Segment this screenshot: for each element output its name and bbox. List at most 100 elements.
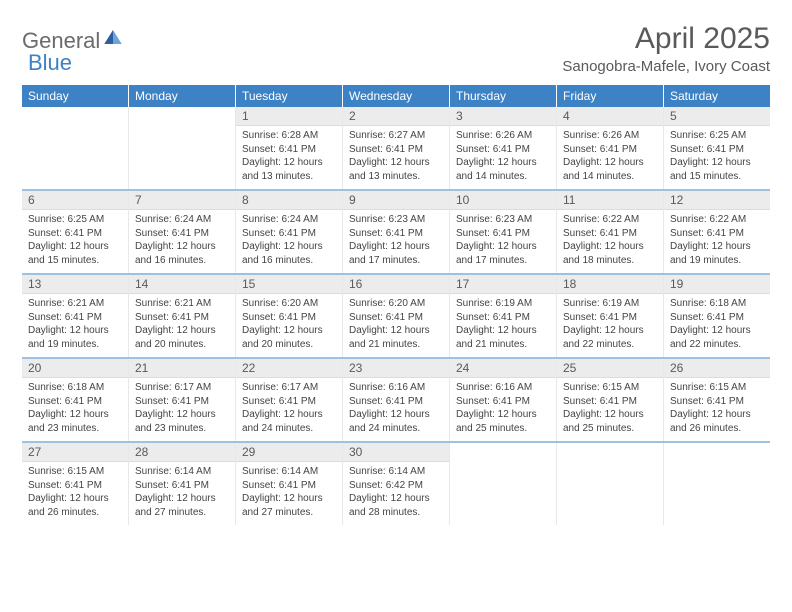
daylight-line: Daylight: 12 hours and 15 minutes. — [28, 240, 122, 267]
sunrise-line: Sunrise: 6:15 AM — [670, 381, 764, 395]
daylight-line: Daylight: 12 hours and 27 minutes. — [242, 492, 336, 519]
day-number: 29 — [236, 443, 342, 462]
calendar-day-cell: 25Sunrise: 6:15 AMSunset: 6:41 PMDayligh… — [557, 359, 664, 441]
day-number: 22 — [236, 359, 342, 378]
calendar-day-cell: 20Sunrise: 6:18 AMSunset: 6:41 PMDayligh… — [22, 359, 129, 441]
day-number: 26 — [664, 359, 770, 378]
sunrise-line: Sunrise: 6:17 AM — [242, 381, 336, 395]
daylight-line: Daylight: 12 hours and 19 minutes. — [670, 240, 764, 267]
sunrise-line: Sunrise: 6:26 AM — [456, 129, 550, 143]
daylight-line: Daylight: 12 hours and 22 minutes. — [670, 324, 764, 351]
sunrise-line: Sunrise: 6:27 AM — [349, 129, 443, 143]
calendar-day-cell: 10Sunrise: 6:23 AMSunset: 6:41 PMDayligh… — [450, 191, 557, 273]
sunset-line: Sunset: 6:41 PM — [135, 479, 229, 493]
daylight-line: Daylight: 12 hours and 17 minutes. — [456, 240, 550, 267]
calendar-day-cell — [22, 107, 129, 189]
calendar-day-cell — [557, 443, 664, 525]
calendar-day-cell: 5Sunrise: 6:25 AMSunset: 6:41 PMDaylight… — [664, 107, 770, 189]
calendar-day-cell: 22Sunrise: 6:17 AMSunset: 6:41 PMDayligh… — [236, 359, 343, 441]
sunrise-line: Sunrise: 6:20 AM — [242, 297, 336, 311]
sunset-line: Sunset: 6:41 PM — [135, 395, 229, 409]
daylight-line: Daylight: 12 hours and 26 minutes. — [670, 408, 764, 435]
title-block: April 2025 Sanogobra-Mafele, Ivory Coast — [562, 22, 770, 75]
sunset-line: Sunset: 6:41 PM — [456, 143, 550, 157]
day-details: Sunrise: 6:18 AMSunset: 6:41 PMDaylight:… — [664, 294, 770, 354]
day-number: 19 — [664, 275, 770, 294]
sunset-line: Sunset: 6:42 PM — [349, 479, 443, 493]
sunrise-line: Sunrise: 6:23 AM — [349, 213, 443, 227]
daylight-line: Daylight: 12 hours and 18 minutes. — [563, 240, 657, 267]
day-details: Sunrise: 6:23 AMSunset: 6:41 PMDaylight:… — [450, 210, 556, 270]
daylight-line: Daylight: 12 hours and 24 minutes. — [242, 408, 336, 435]
day-header: Tuesday — [236, 85, 343, 107]
calendar-week-row: 1Sunrise: 6:28 AMSunset: 6:41 PMDaylight… — [22, 107, 770, 189]
sunrise-line: Sunrise: 6:18 AM — [28, 381, 122, 395]
sunset-line: Sunset: 6:41 PM — [563, 311, 657, 325]
page-header: General April 2025 Sanogobra-Mafele, Ivo… — [22, 22, 770, 75]
calendar-day-cell: 28Sunrise: 6:14 AMSunset: 6:41 PMDayligh… — [129, 443, 236, 525]
day-number: 14 — [129, 275, 235, 294]
daylight-line: Daylight: 12 hours and 25 minutes. — [563, 408, 657, 435]
sunrise-line: Sunrise: 6:15 AM — [28, 465, 122, 479]
sunset-line: Sunset: 6:41 PM — [670, 227, 764, 241]
sunset-line: Sunset: 6:41 PM — [135, 227, 229, 241]
day-details: Sunrise: 6:21 AMSunset: 6:41 PMDaylight:… — [22, 294, 128, 354]
daylight-line: Daylight: 12 hours and 15 minutes. — [670, 156, 764, 183]
day-details: Sunrise: 6:26 AMSunset: 6:41 PMDaylight:… — [450, 126, 556, 186]
month-title: April 2025 — [562, 22, 770, 56]
calendar-day-cell: 23Sunrise: 6:16 AMSunset: 6:41 PMDayligh… — [343, 359, 450, 441]
day-number: 4 — [557, 107, 663, 126]
daylight-line: Daylight: 12 hours and 25 minutes. — [456, 408, 550, 435]
day-number: 27 — [22, 443, 128, 462]
brand-blue: Blue — [28, 50, 72, 76]
day-number: 16 — [343, 275, 449, 294]
day-details: Sunrise: 6:14 AMSunset: 6:42 PMDaylight:… — [343, 462, 449, 522]
day-number: 10 — [450, 191, 556, 210]
day-number: 28 — [129, 443, 235, 462]
day-number: 1 — [236, 107, 342, 126]
day-details: Sunrise: 6:14 AMSunset: 6:41 PMDaylight:… — [129, 462, 235, 522]
sunrise-line: Sunrise: 6:14 AM — [349, 465, 443, 479]
calendar-day-cell: 14Sunrise: 6:21 AMSunset: 6:41 PMDayligh… — [129, 275, 236, 357]
day-details: Sunrise: 6:23 AMSunset: 6:41 PMDaylight:… — [343, 210, 449, 270]
sunrise-line: Sunrise: 6:16 AM — [349, 381, 443, 395]
day-number: 24 — [450, 359, 556, 378]
day-number: 15 — [236, 275, 342, 294]
day-header: Friday — [557, 85, 664, 107]
sunset-line: Sunset: 6:41 PM — [242, 479, 336, 493]
day-details: Sunrise: 6:24 AMSunset: 6:41 PMDaylight:… — [129, 210, 235, 270]
calendar-day-cell — [129, 107, 236, 189]
sunrise-line: Sunrise: 6:21 AM — [28, 297, 122, 311]
day-details: Sunrise: 6:22 AMSunset: 6:41 PMDaylight:… — [557, 210, 663, 270]
calendar-day-cell — [450, 443, 557, 525]
daylight-line: Daylight: 12 hours and 26 minutes. — [28, 492, 122, 519]
sunset-line: Sunset: 6:41 PM — [28, 395, 122, 409]
sunrise-line: Sunrise: 6:24 AM — [135, 213, 229, 227]
calendar-day-cell: 15Sunrise: 6:20 AMSunset: 6:41 PMDayligh… — [236, 275, 343, 357]
calendar-day-cell: 29Sunrise: 6:14 AMSunset: 6:41 PMDayligh… — [236, 443, 343, 525]
day-details: Sunrise: 6:15 AMSunset: 6:41 PMDaylight:… — [557, 378, 663, 438]
day-number: 18 — [557, 275, 663, 294]
day-details: Sunrise: 6:27 AMSunset: 6:41 PMDaylight:… — [343, 126, 449, 186]
week-divider — [22, 441, 770, 443]
sunset-line: Sunset: 6:41 PM — [135, 311, 229, 325]
week-divider — [22, 189, 770, 191]
calendar-week-row: 20Sunrise: 6:18 AMSunset: 6:41 PMDayligh… — [22, 359, 770, 441]
calendar-day-cell: 19Sunrise: 6:18 AMSunset: 6:41 PMDayligh… — [664, 275, 770, 357]
calendar-day-cell: 30Sunrise: 6:14 AMSunset: 6:42 PMDayligh… — [343, 443, 450, 525]
daylight-line: Daylight: 12 hours and 21 minutes. — [349, 324, 443, 351]
sunrise-line: Sunrise: 6:21 AM — [135, 297, 229, 311]
day-header: Wednesday — [343, 85, 450, 107]
week-divider — [22, 357, 770, 359]
day-number: 6 — [22, 191, 128, 210]
day-details: Sunrise: 6:17 AMSunset: 6:41 PMDaylight:… — [129, 378, 235, 438]
calendar-day-cell: 12Sunrise: 6:22 AMSunset: 6:41 PMDayligh… — [664, 191, 770, 273]
day-number: 23 — [343, 359, 449, 378]
sunset-line: Sunset: 6:41 PM — [670, 143, 764, 157]
sunrise-line: Sunrise: 6:25 AM — [670, 129, 764, 143]
calendar-day-cell: 2Sunrise: 6:27 AMSunset: 6:41 PMDaylight… — [343, 107, 450, 189]
day-number: 30 — [343, 443, 449, 462]
sunset-line: Sunset: 6:41 PM — [563, 227, 657, 241]
sunrise-line: Sunrise: 6:22 AM — [563, 213, 657, 227]
day-header: Saturday — [664, 85, 770, 107]
